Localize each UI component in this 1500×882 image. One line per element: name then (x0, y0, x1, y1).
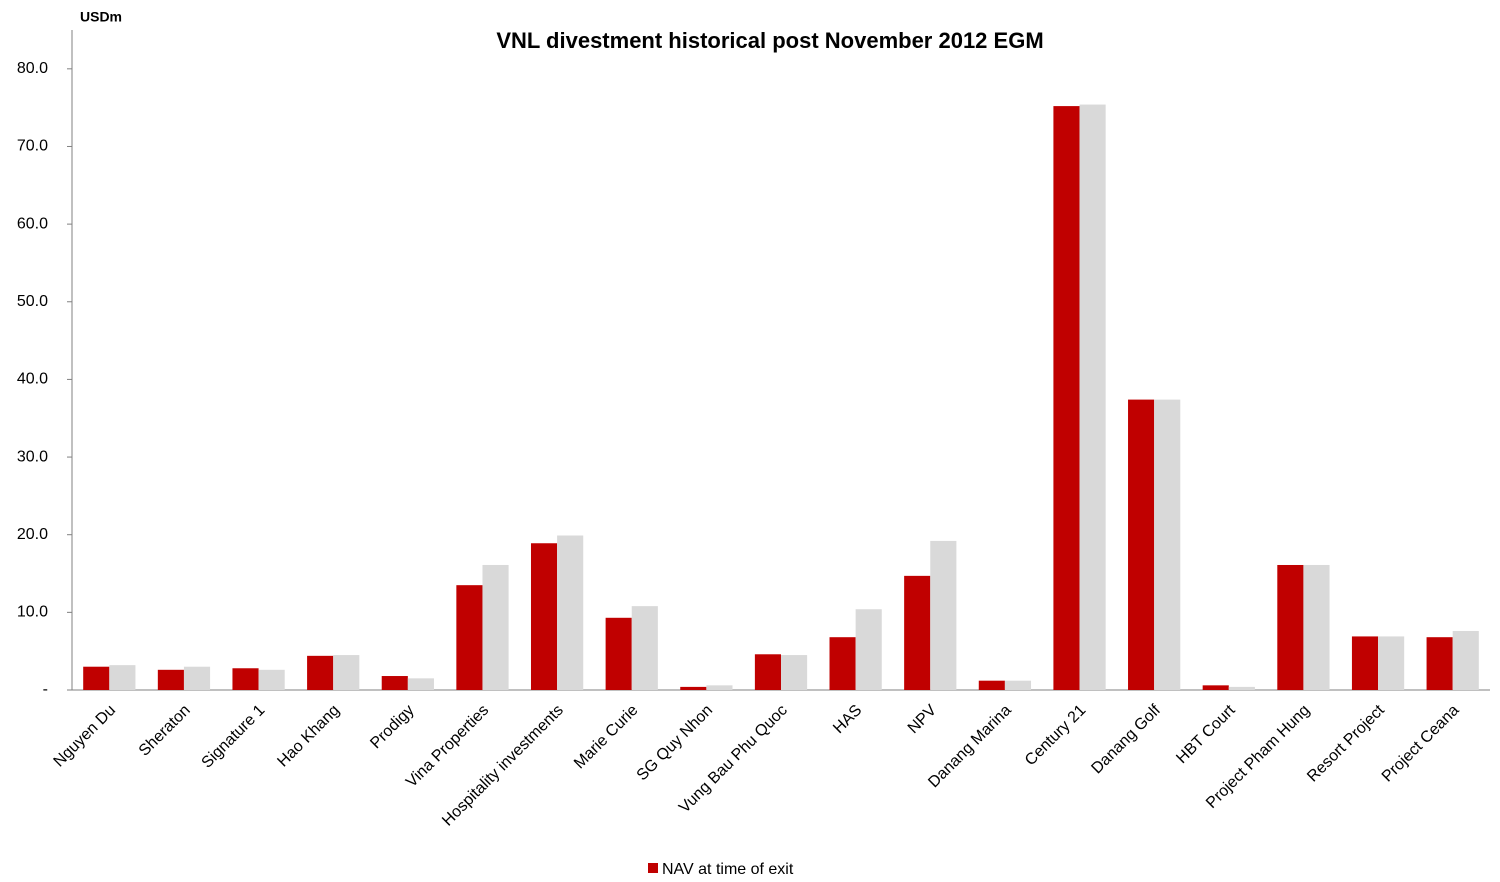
bar (680, 686, 707, 690)
y-tick-label: 50.0 (17, 293, 48, 310)
y-axis-label: USDm (80, 9, 122, 25)
legend-label: NAV at time of exit (662, 861, 794, 878)
bar (1079, 104, 1106, 690)
bar (1228, 686, 1255, 690)
bar (781, 655, 808, 690)
x-tick-label: Hospitality investments (439, 702, 567, 830)
bar (333, 655, 360, 690)
bar (1202, 685, 1229, 690)
x-tick-label: Hao Khang (274, 702, 343, 771)
y-tick-label: 20.0 (17, 526, 48, 543)
y-tick-label: 40.0 (17, 371, 48, 388)
x-tick-label: Prodigy (367, 702, 417, 752)
y-tick-label: 80.0 (17, 60, 48, 77)
legend-swatch (648, 863, 658, 873)
y-tick-label: 60.0 (17, 215, 48, 232)
bar (1351, 636, 1379, 690)
x-tick-label: Signature 1 (198, 702, 268, 772)
bar (1303, 564, 1330, 690)
x-tick-label: HBT Court (1173, 701, 1239, 767)
y-tick-label: 70.0 (17, 138, 48, 155)
bar (930, 540, 957, 690)
bar (83, 666, 110, 690)
bar (482, 564, 509, 690)
x-tick-label: NPV (905, 702, 941, 738)
y-tick-label: 30.0 (17, 448, 48, 465)
x-tick-label: Project Ceana (1379, 702, 1463, 786)
x-tick-label: Sheraton (136, 702, 194, 760)
bar (1154, 399, 1181, 690)
bar (456, 585, 483, 690)
bar (706, 685, 733, 690)
bar (904, 575, 931, 690)
bar (307, 655, 334, 690)
bar (1452, 630, 1479, 690)
bar (605, 617, 632, 690)
y-tick-label: 10.0 (17, 604, 48, 621)
bar (1277, 564, 1304, 690)
bar (183, 666, 211, 690)
x-tick-label: Century 21 (1022, 702, 1089, 769)
bar (530, 543, 558, 690)
x-tick-label: HAS (830, 702, 865, 737)
bar (109, 665, 136, 690)
x-tick-label: Resort Project (1304, 701, 1388, 785)
bar (855, 609, 882, 690)
x-tick-label: SG Quy Nhon (634, 702, 716, 784)
bar (754, 654, 781, 690)
chart-title: VNL divestment historical post November … (496, 28, 1043, 53)
bar (381, 676, 408, 690)
bar (157, 669, 184, 690)
x-tick-label: Danang Golf (1088, 701, 1164, 777)
bar (557, 535, 584, 690)
y-tick-label: - (43, 681, 48, 698)
bar (1128, 399, 1155, 690)
bar (631, 606, 658, 690)
x-tick-label: Marie Curie (571, 702, 642, 773)
x-tick-label: Nguyen Du (51, 702, 120, 771)
bar (1004, 680, 1032, 690)
bar (407, 678, 434, 690)
bar (1053, 106, 1080, 690)
bar (978, 680, 1005, 690)
bar (258, 669, 285, 690)
bar (829, 637, 856, 690)
bar (1426, 637, 1453, 690)
bar (1378, 636, 1405, 690)
bar (232, 668, 259, 690)
